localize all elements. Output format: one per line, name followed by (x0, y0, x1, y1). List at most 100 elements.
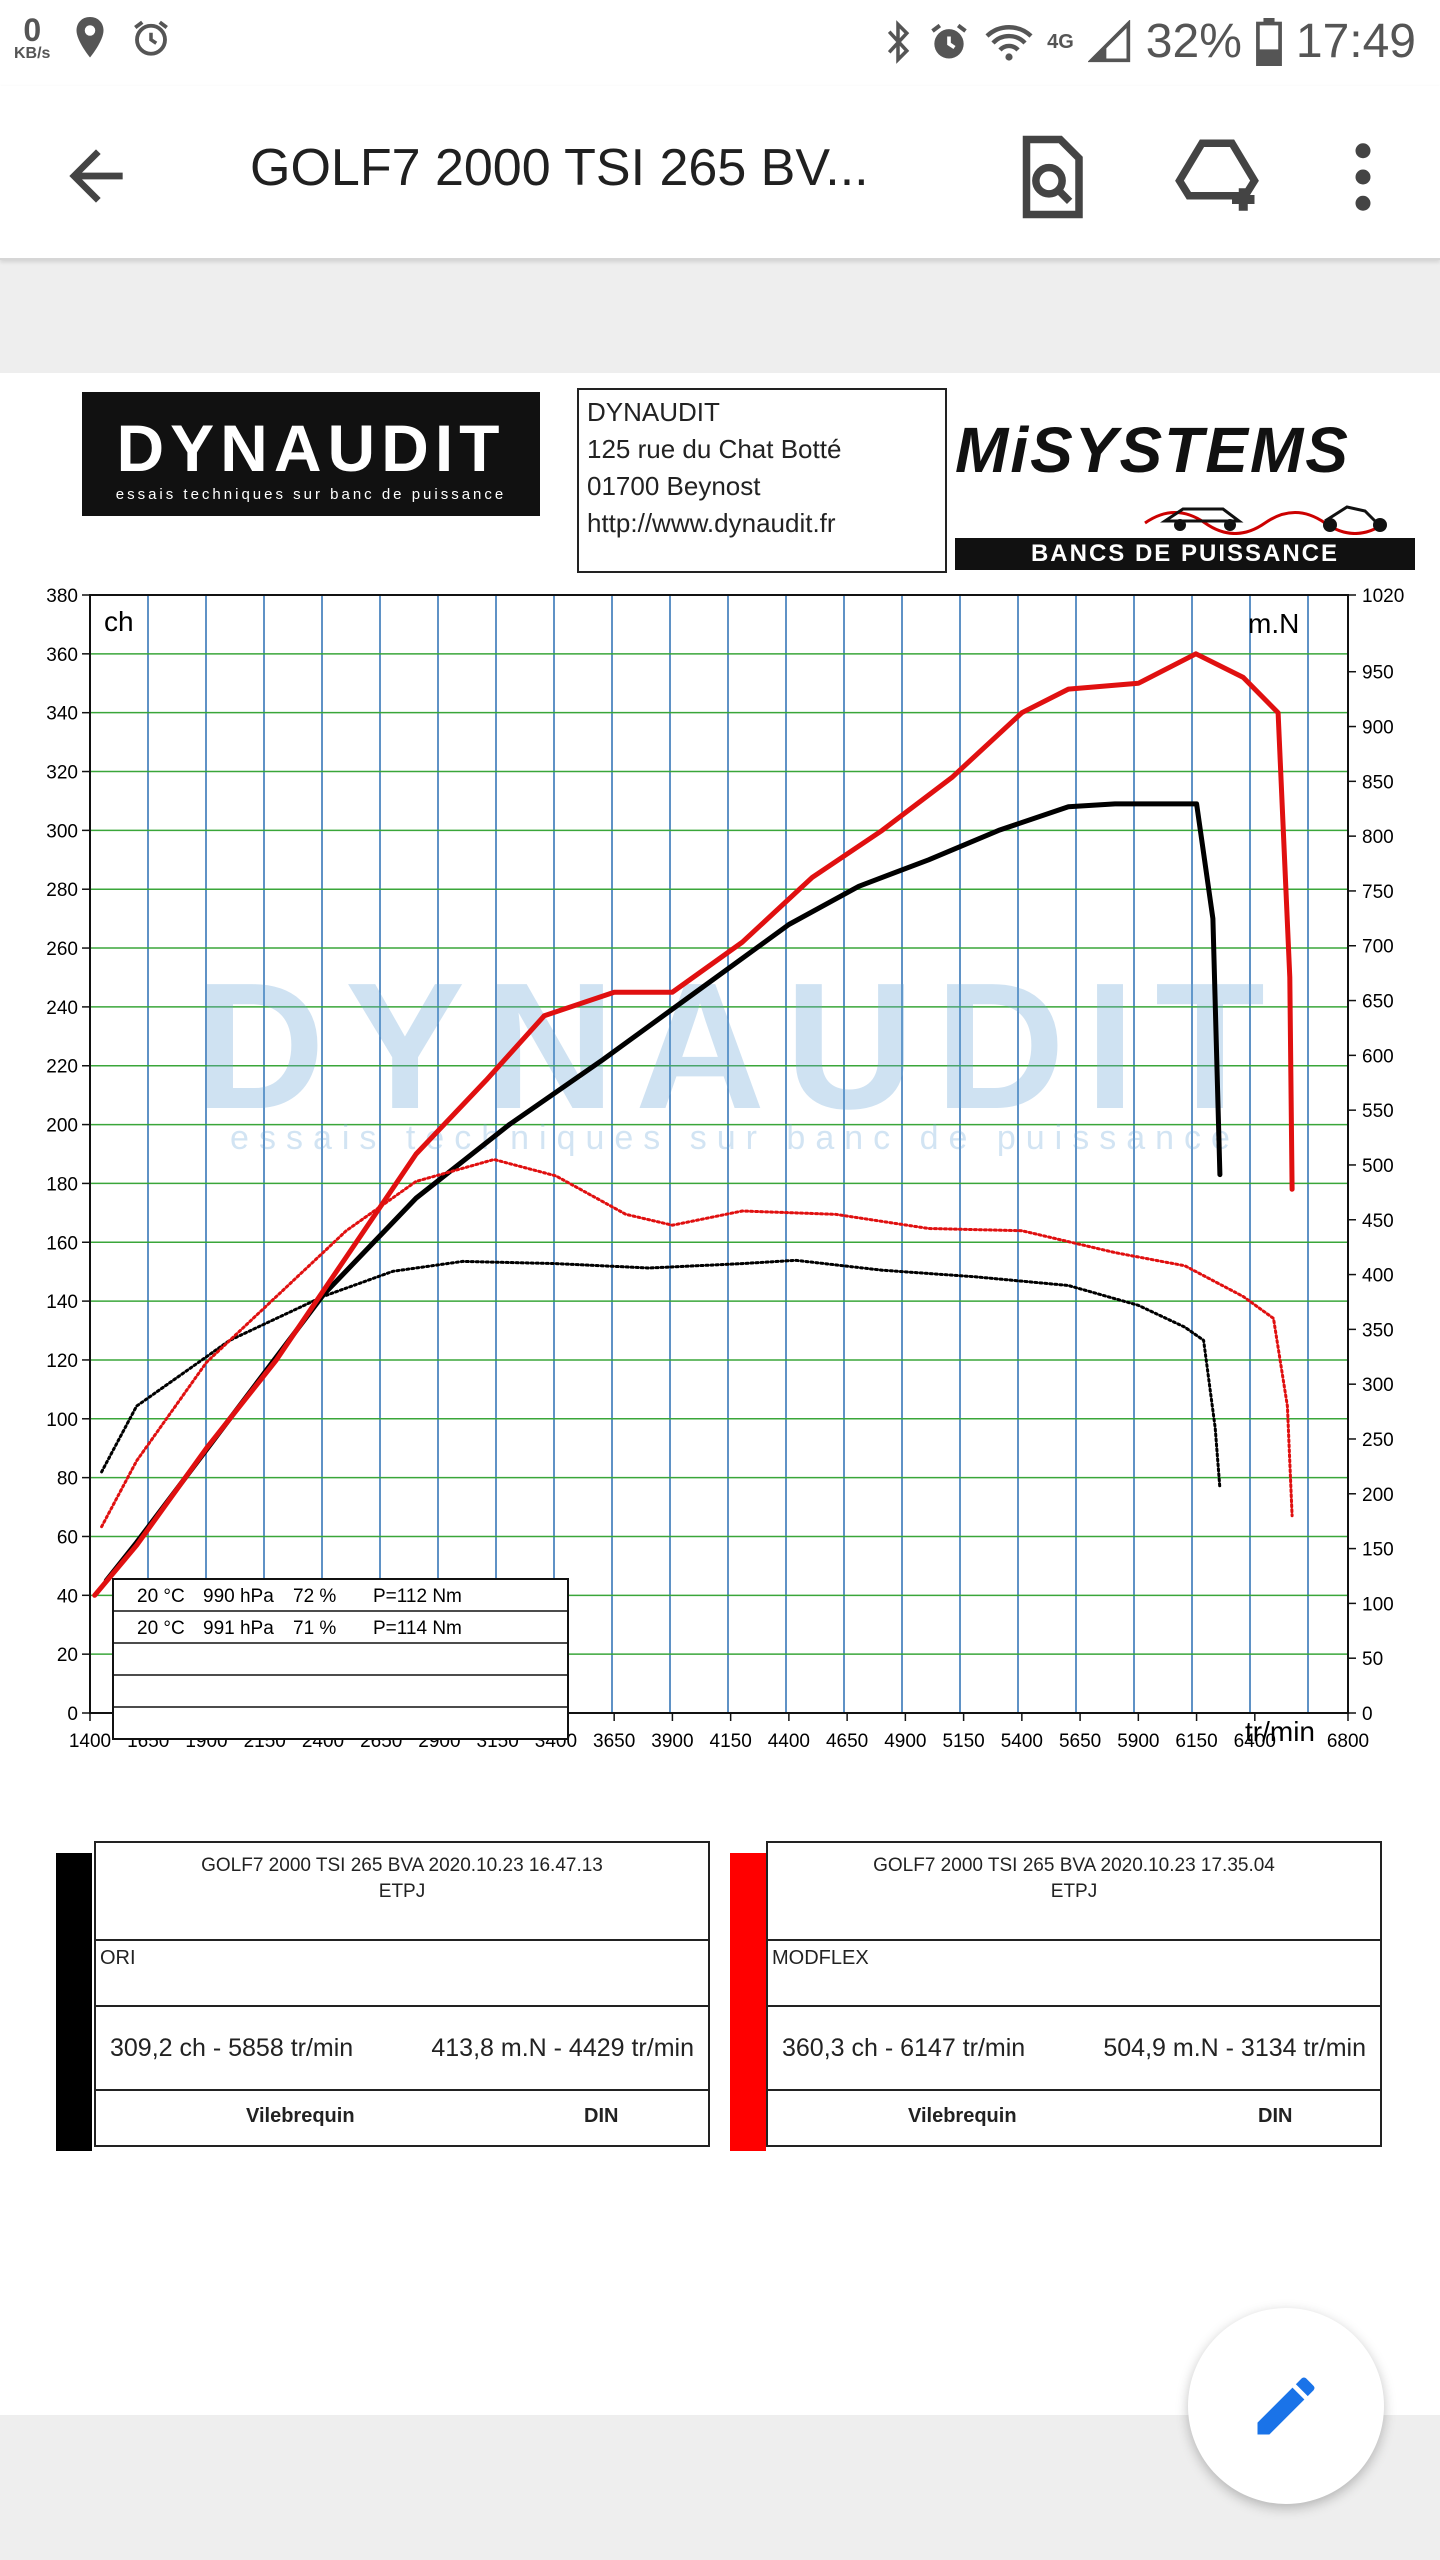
address-line: DYNAUDIT (587, 397, 720, 427)
left-tick-label: 100 (46, 1410, 78, 1431)
conditions-cell: P=114 Nm (373, 1618, 462, 1639)
left-tick-label: 320 (46, 763, 78, 784)
left-tick-label: 220 (46, 1057, 78, 1078)
x-tick-label: 4650 (826, 1731, 868, 1752)
modflex-color-strip (730, 1853, 766, 2151)
result-footer: Vilebrequin DIN (96, 2091, 708, 2145)
conditions-cell: 991 hPa (203, 1618, 274, 1639)
document-page: DYNAUDIT essais techniques sur banc de p… (0, 373, 1440, 2415)
dynaudit-logo-tagline: essais techniques sur banc de puissance (115, 486, 507, 503)
back-arrow-icon[interactable] (56, 136, 136, 216)
alarm-icon (134, 20, 169, 56)
document-title: GOLF7 2000 TSI 265 BV... (250, 139, 869, 197)
search-document-icon[interactable] (1004, 132, 1094, 222)
app-bar: GOLF7 2000 TSI 265 BV... (0, 86, 1440, 260)
x-tick-label: 3900 (651, 1731, 693, 1752)
chart-grid (90, 595, 1348, 1713)
misystems-logo-subtitle: BANCS DE PUISSANCE (955, 538, 1415, 570)
curve-modflex-torque (100, 1158, 1294, 1529)
right-tick-label: 300 (1362, 1375, 1394, 1396)
chart-axes: 0 20 40 60 80 100 120 140 160 180 200 220 240 260 280 3… (46, 586, 1404, 1752)
result-header: GOLF7 2000 TSI 265 BVA 2020.10.23 17.35.… (768, 1843, 1380, 1941)
result-norm: DIN (584, 2105, 619, 2127)
right-tick-label: 400 (1362, 1266, 1394, 1287)
wifi-icon (985, 24, 1033, 61)
right-tick-label: 750 (1362, 882, 1394, 903)
location-icon (76, 17, 104, 58)
ori-color-strip (56, 1853, 92, 2151)
bluetooth-icon (888, 19, 910, 64)
result-mode: Vilebrequin (246, 2105, 355, 2127)
x-tick-label: 4400 (768, 1731, 810, 1752)
address-link: http://www.dynaudit.fr (587, 508, 836, 538)
right-tick-label: 350 (1362, 1320, 1394, 1341)
left-tick-label: 80 (57, 1469, 78, 1490)
x-axis-label: tr/min (1245, 1716, 1315, 1747)
dynaudit-logo: DYNAUDIT essais techniques sur banc de p… (82, 392, 540, 516)
dynaudit-watermark: DYNAUDIT essais techniques sur banc de p… (195, 946, 1285, 1157)
alarm-icon (931, 23, 967, 58)
address-line: 125 rue du Chat Botté (587, 434, 842, 464)
right-tick-label: 50 (1362, 1649, 1383, 1670)
conditions-cell: P=112 Nm (373, 1586, 462, 1607)
left-tick-label: 280 (46, 880, 78, 901)
x-tick-label: 6150 (1175, 1731, 1217, 1752)
result-footer: Vilebrequin DIN (768, 2091, 1380, 2145)
x-tick-label: 5400 (1001, 1731, 1043, 1752)
conditions-cell: 20 °C (137, 1618, 185, 1639)
conditions-frame (112, 1578, 569, 1740)
left-tick-label: 120 (46, 1351, 78, 1372)
result-operator: ETPJ (378, 1881, 426, 1902)
left-axis-label: ch (104, 606, 134, 637)
status-left: 0 KB/s (14, 14, 172, 62)
right-tick-label: 0 (1362, 1704, 1373, 1725)
misystems-logo-text: MiSYSTEMS (955, 414, 1350, 486)
add-to-drive-icon[interactable] (1172, 132, 1262, 222)
network-type: 4G (1047, 30, 1074, 53)
left-tick-label: 260 (46, 939, 78, 960)
right-tick-label: 900 (1362, 718, 1394, 739)
right-tick-label: 1020 (1362, 586, 1404, 607)
result-values: 360,3 ch - 6147 tr/min 504,9 m.N - 3134 … (768, 2007, 1380, 2091)
result-values: 309,2 ch - 5858 tr/min 413,8 m.N - 4429 … (96, 2007, 708, 2091)
curve-ori-power (103, 801, 1223, 1584)
result-mode: Vilebrequin (908, 2105, 1017, 2127)
right-tick-label: 600 (1362, 1046, 1394, 1067)
misystems-logo: MiSYSTEMS BANCS DE PUISSANCE (955, 393, 1415, 575)
result-run-info: GOLF7 2000 TSI 265 BVA 2020.10.23 17.35.… (873, 1855, 1275, 1876)
watermark-tagline: essais techniques sur banc de puissance (230, 1119, 1240, 1157)
x-tick-label: 5900 (1117, 1731, 1159, 1752)
left-tick-label: 60 (57, 1527, 78, 1548)
right-tick-label: 500 (1362, 1156, 1394, 1177)
chart-axis-labels: ch m.N tr/min (104, 606, 1315, 1747)
net-speed-value: 0 (23, 12, 42, 48)
left-tick-label: 360 (46, 645, 78, 666)
conditions-cell: 20 °C (137, 1586, 185, 1607)
edit-fab-button[interactable] (1188, 2308, 1384, 2504)
left-tick-label: 240 (46, 998, 78, 1019)
left-tick-label: 20 (57, 1645, 78, 1666)
curve-ori-torque (100, 1258, 1222, 1490)
watermark-text: DYNAUDIT (195, 946, 1285, 1147)
left-tick-label: 180 (46, 1174, 78, 1195)
result-name: ORI (96, 1941, 708, 2007)
result-operator: ETPJ (1050, 1881, 1098, 1902)
car-and-bike-logo-icon (1144, 505, 1387, 535)
more-vert-icon[interactable] (1318, 132, 1408, 222)
result-run-info: GOLF7 2000 TSI 265 BVA 2020.10.23 16.47.… (201, 1855, 603, 1876)
conditions-cell: 990 hPa (203, 1586, 274, 1607)
right-tick-label: 650 (1362, 992, 1394, 1013)
result-power: 360,3 ch - 6147 tr/min (782, 2033, 1026, 2062)
curve-modflex-power (92, 651, 1295, 1598)
right-tick-label: 200 (1362, 1485, 1394, 1506)
conditions-cell: 71 % (293, 1618, 336, 1639)
result-torque: 413,8 m.N - 4429 tr/min (431, 2033, 694, 2062)
edit-pencil-icon (1257, 2377, 1315, 2435)
left-tick-label: 140 (46, 1292, 78, 1313)
x-tick-label: 6400 (1234, 1731, 1276, 1752)
right-tick-label: 850 (1362, 772, 1394, 793)
left-tick-label: 300 (46, 821, 78, 842)
right-tick-label: 250 (1362, 1430, 1394, 1451)
right-tick-label: 550 (1362, 1101, 1394, 1122)
clock: 17:49 (1295, 15, 1416, 68)
